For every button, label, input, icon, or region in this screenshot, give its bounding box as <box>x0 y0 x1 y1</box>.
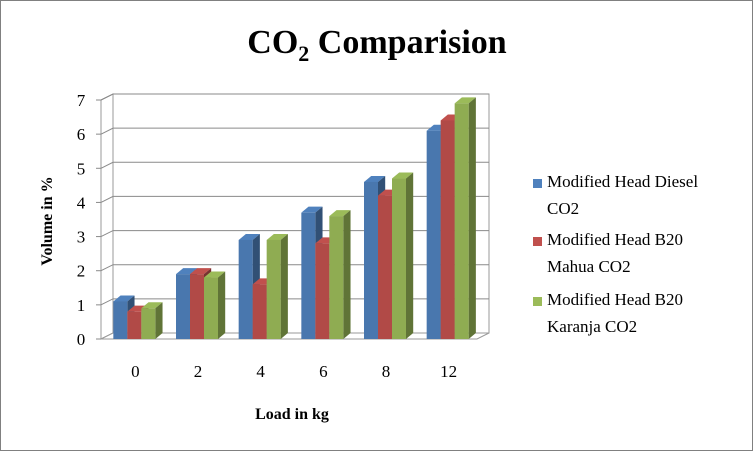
bar <box>454 97 476 340</box>
y-tick-label: 7 <box>77 91 86 110</box>
bar <box>329 210 351 339</box>
legend-label: CO2 <box>547 199 579 218</box>
y-tick-label: 0 <box>77 330 86 349</box>
y-axis-title: Volume in % <box>39 176 56 265</box>
y-tick-label: 2 <box>77 262 86 281</box>
bar-front <box>252 284 267 339</box>
gridline <box>100 264 489 272</box>
gridline <box>100 127 489 135</box>
legend-swatch <box>533 237 542 246</box>
bar-top <box>266 233 288 240</box>
bar-top <box>204 271 226 278</box>
bar-top <box>454 97 476 104</box>
bar-top <box>329 210 351 217</box>
y-tick-labels: 0 1 2 3 4 5 6 7 <box>77 91 86 349</box>
bar-side <box>218 271 226 339</box>
bar-front <box>127 311 142 339</box>
bar-side <box>406 172 414 339</box>
bar-top <box>301 206 323 213</box>
bar-front <box>141 308 156 339</box>
bar-side <box>343 210 351 339</box>
bar-front <box>392 178 406 339</box>
x-tick-label: 4 <box>256 362 265 381</box>
bar-front <box>364 181 378 339</box>
legend: Modified Head Diesel CO2 Modified Head B20… <box>533 172 698 336</box>
bar-front <box>301 212 316 339</box>
chart-title-subscript: 2 <box>298 41 309 66</box>
x-tick-label: 12 <box>440 362 457 381</box>
bar-front <box>238 239 253 339</box>
bar <box>141 302 163 339</box>
legend-label: Karanja CO2 <box>547 317 637 336</box>
y-tick-label: 4 <box>77 193 86 212</box>
bar-side <box>155 302 163 339</box>
y-tick-label: 3 <box>77 228 86 247</box>
legend-label: Modified Head B20 <box>547 230 683 249</box>
bar-top <box>190 268 212 275</box>
legend-item: Modified Head B20 Karanja CO2 <box>533 290 683 336</box>
bar-top <box>364 175 386 182</box>
bar-front <box>113 301 128 339</box>
bar-front <box>378 195 392 339</box>
legend-label: Modified Head B20 <box>547 290 683 309</box>
legend-swatch <box>533 179 542 188</box>
bar-top <box>176 268 198 275</box>
bar <box>204 271 226 339</box>
bar-front <box>440 120 455 339</box>
y-tick-label: 5 <box>77 159 86 178</box>
x-tick-labels: 0 2 4 6 8 12 <box>131 362 457 381</box>
x-tick-label: 2 <box>194 362 203 381</box>
legend-swatch <box>533 297 542 306</box>
legend-item: Modified Head Diesel CO2 <box>533 172 698 218</box>
chart-title: CO2 Comparision <box>247 24 507 66</box>
gridline <box>100 195 489 203</box>
gridlines <box>96 93 489 340</box>
y-tick-label: 6 <box>77 125 86 144</box>
chart-title-main: CO <box>247 24 298 61</box>
gridline <box>100 230 489 238</box>
x-axis-title: Load in kg <box>255 406 329 423</box>
bar-top <box>113 295 135 302</box>
bar-front <box>426 130 441 339</box>
gridline <box>100 93 489 101</box>
bar-top <box>392 172 414 179</box>
x-tick-label: 0 <box>131 362 140 381</box>
bar-front <box>454 103 469 340</box>
gridline <box>100 161 489 169</box>
chart-title-rest: Comparision <box>309 24 507 61</box>
x-tick-label: 8 <box>382 362 391 381</box>
bar <box>266 233 288 339</box>
bars <box>113 97 476 340</box>
bar-front <box>315 243 330 339</box>
bar-front <box>176 274 190 339</box>
bar-side <box>468 97 476 340</box>
legend-label: Modified Head Diesel <box>547 172 698 191</box>
bar <box>392 172 414 339</box>
bar-front <box>204 277 218 339</box>
bar-side <box>280 233 288 339</box>
y-tick-label: 1 <box>77 296 86 315</box>
x-tick-label: 6 <box>319 362 328 381</box>
bar-front <box>190 274 204 339</box>
bar-top <box>238 233 260 240</box>
gridline <box>100 298 489 306</box>
bar-front <box>266 239 281 339</box>
legend-item: Modified Head B20 Mahua CO2 <box>533 230 683 276</box>
bar-top <box>141 302 163 309</box>
bar-front <box>329 216 344 339</box>
legend-label: Mahua CO2 <box>547 257 631 276</box>
